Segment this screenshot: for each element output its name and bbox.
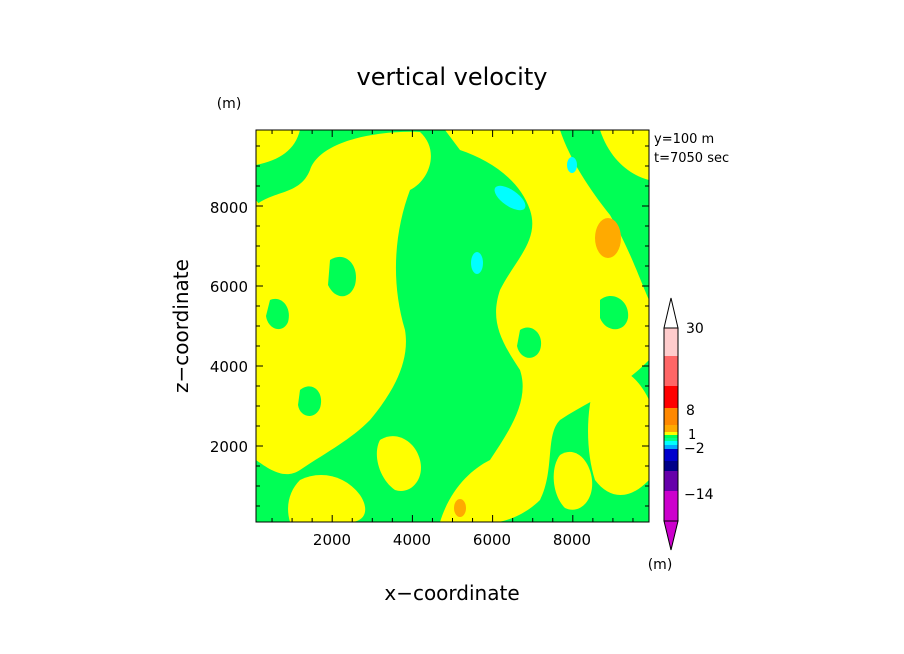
colorbar-label-8: 8: [686, 403, 695, 419]
y-axis-label: z−coordinate: [169, 259, 193, 393]
colorbar-band: [664, 445, 678, 449]
cyan-patch-1: [494, 185, 526, 211]
contour-field: [256, 130, 649, 522]
colorbar-band: [664, 408, 678, 425]
orange-patch-upper: [595, 218, 621, 258]
x-tick-label-2: 4000: [393, 531, 431, 549]
colorbar-band: [664, 435, 678, 438]
chart-title: vertical velocity: [357, 63, 548, 91]
cyan-patch-3: [471, 252, 483, 274]
x-tick-label-1: 2000: [313, 531, 351, 549]
colorbar-unit: (m): [648, 557, 673, 573]
colorbar-label-30: 30: [686, 321, 704, 337]
info-line-y: y=100 m: [654, 132, 714, 147]
orange-patch-lower: [454, 499, 466, 517]
x-axis-label: x−coordinate: [384, 581, 519, 605]
colorbar-frame: [663, 327, 679, 522]
info-line-t: t=7050 sec: [654, 151, 729, 166]
colorbar-band: [664, 356, 678, 386]
y-tick-label-1: 2000: [210, 438, 248, 456]
colorbar-label-1: 1: [688, 428, 696, 443]
colorbar-band: [664, 449, 678, 461]
green-islands: [266, 256, 629, 416]
colorbar-label-neg14: −14: [684, 487, 714, 503]
colorbar-band: [664, 441, 678, 445]
colorbar-band: [664, 386, 678, 408]
cyan-patch-2: [567, 157, 577, 173]
x-tick-label-4: 8000: [553, 531, 591, 549]
extreme-patches: [454, 157, 621, 517]
axis-ticks: [256, 130, 649, 522]
colorbar-band: [664, 491, 678, 521]
colorbar-label-neg2: −2: [684, 441, 705, 457]
colorbar-band: [664, 328, 678, 356]
x-tick-label-3: 6000: [473, 531, 511, 549]
y-unit-label: (m): [217, 96, 242, 112]
colorbar-band: [664, 438, 678, 441]
colorbar-bottom-arrow: [663, 520, 679, 551]
y-tick-label-2: 4000: [210, 358, 248, 376]
colorbar-band: [664, 425, 678, 432]
colorbar-band: [664, 471, 678, 491]
colorbar-band: [664, 461, 678, 471]
colorbar: [663, 297, 679, 551]
colorbar-top-arrow: [663, 297, 679, 329]
y-tick-label-4: 8000: [210, 199, 248, 217]
colorbar-band: [664, 432, 678, 435]
y-tick-label-3: 6000: [210, 278, 248, 296]
